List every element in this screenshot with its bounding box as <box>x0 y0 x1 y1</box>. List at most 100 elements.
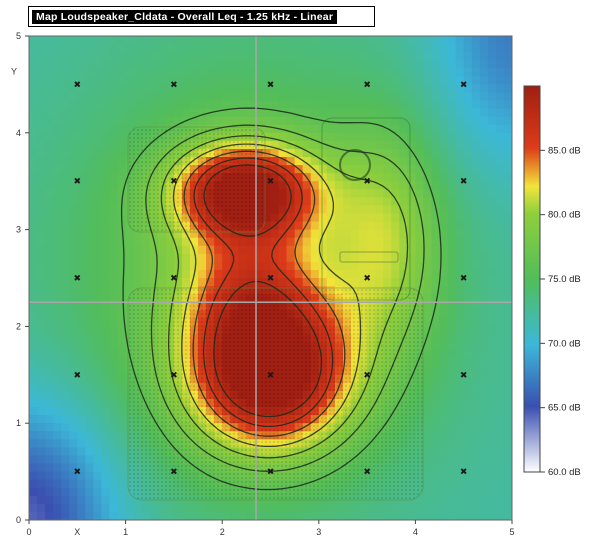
heat-cell <box>326 36 336 45</box>
heat-cell <box>310 229 320 239</box>
heat-cell <box>246 36 255 45</box>
heat-cell <box>165 36 175 45</box>
heat-cell <box>101 511 111 520</box>
heat-cell <box>77 415 86 424</box>
heat-cell <box>423 108 433 118</box>
heat-cell <box>117 124 127 134</box>
heat-cell <box>399 261 408 271</box>
heat-cell <box>173 76 183 85</box>
heat-cell <box>367 92 376 102</box>
heat-cell <box>214 269 223 279</box>
heat-cell <box>503 455 512 465</box>
heat-cell <box>69 463 78 473</box>
heat-cell <box>423 148 433 158</box>
heat-cell <box>61 221 70 231</box>
heat-cell <box>141 100 151 110</box>
heat-cell <box>439 140 449 150</box>
heat-cell <box>479 213 489 223</box>
heat-cell <box>109 36 119 45</box>
heat-cell <box>101 326 111 336</box>
heat-cell <box>407 245 416 255</box>
heat-cell <box>423 447 433 457</box>
heat-cell <box>77 92 86 102</box>
heat-cell <box>439 294 449 303</box>
heat-cell <box>77 157 86 166</box>
heat-cell <box>117 439 127 448</box>
heat-cell <box>133 278 143 287</box>
heat-cell <box>141 92 151 102</box>
heat-cell <box>471 108 481 118</box>
heat-cell <box>423 205 433 215</box>
heat-cell <box>125 286 135 295</box>
heat-cell <box>423 415 433 424</box>
heat-cell <box>29 390 38 400</box>
heat-cell <box>53 471 62 481</box>
heat-cell <box>37 447 46 457</box>
heat-cell <box>286 237 296 247</box>
heat-cell <box>391 173 400 182</box>
heat-cell <box>165 52 175 61</box>
heat-cell <box>383 52 392 61</box>
heat-cell <box>238 229 247 239</box>
heat-cell <box>431 431 441 440</box>
heat-cell <box>495 374 505 384</box>
heat-cell <box>214 44 223 53</box>
heat-cell <box>423 68 433 77</box>
heat-cell <box>77 52 86 61</box>
heat-cell <box>61 471 70 481</box>
heat-cell <box>415 511 425 520</box>
heat-cell <box>439 487 449 497</box>
heat-cell <box>471 487 481 497</box>
heat-cell <box>77 140 86 150</box>
heat-cell <box>439 407 449 416</box>
heat-cell <box>45 431 54 440</box>
heat-cell <box>479 36 489 45</box>
heat-cell <box>342 278 352 287</box>
heat-cell <box>246 511 255 520</box>
heat-cell <box>359 60 368 69</box>
heat-cell <box>326 76 336 85</box>
heat-cell <box>173 108 183 118</box>
heat-cell <box>109 302 119 311</box>
heat-cell <box>375 511 384 520</box>
heat-cell <box>238 245 247 255</box>
heat-cell <box>326 84 336 94</box>
heat-cell <box>77 407 86 416</box>
heat-cell <box>455 189 465 198</box>
heat-cell <box>391 261 400 271</box>
heat-cell <box>367 84 376 94</box>
heat-cell <box>77 36 86 45</box>
heat-cell <box>37 390 46 400</box>
heat-cell <box>141 116 151 126</box>
heat-cell <box>326 140 336 150</box>
measurement-point-marker: ✖ <box>460 80 468 90</box>
heat-cell <box>286 503 296 513</box>
heat-cell <box>262 503 272 513</box>
heat-cell <box>214 68 223 77</box>
heat-cell <box>383 245 392 255</box>
heat-cell <box>495 229 505 239</box>
heat-cell <box>53 213 62 223</box>
heat-cell <box>455 165 465 174</box>
heat-cell <box>383 253 392 263</box>
heat-cell <box>399 84 408 94</box>
heat-cell <box>69 76 78 85</box>
heat-cell <box>503 334 512 344</box>
heat-cell <box>359 52 368 61</box>
heat-cell <box>359 36 368 45</box>
heat-cell <box>463 157 473 166</box>
heat-cell <box>399 205 408 215</box>
heat-cell <box>61 205 70 215</box>
heat-cell <box>359 237 368 247</box>
heat-cell <box>495 100 505 110</box>
heat-cell <box>310 84 320 94</box>
heat-cell <box>101 76 111 85</box>
heat-cell <box>214 84 223 94</box>
heat-cell <box>61 342 70 352</box>
heat-cell <box>407 60 416 69</box>
heat-cell <box>487 318 497 327</box>
heat-cell <box>383 157 392 166</box>
heat-cell <box>45 36 54 45</box>
heat-cell <box>270 60 280 69</box>
